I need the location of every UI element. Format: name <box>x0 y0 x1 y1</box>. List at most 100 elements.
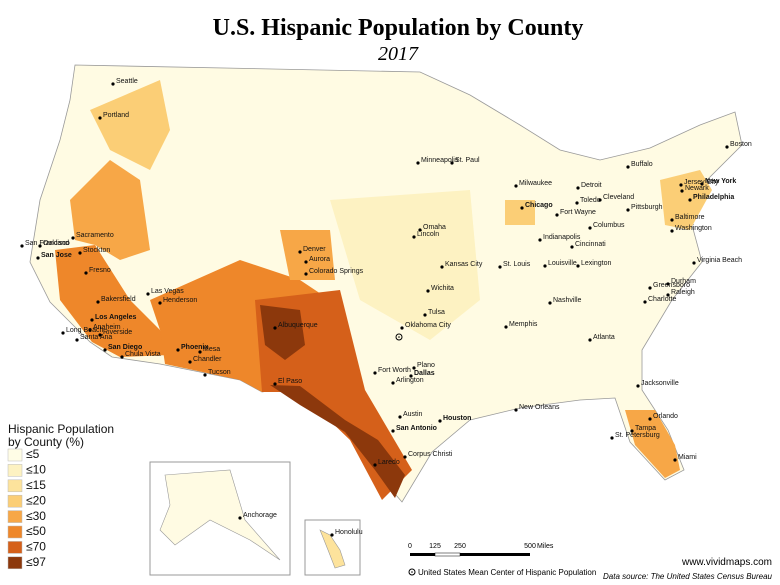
city-label: Henderson <box>163 297 197 304</box>
city-dot <box>450 161 454 165</box>
city-label: Chicago <box>525 202 553 209</box>
city-dot <box>570 245 574 249</box>
city-label: Miami <box>678 454 697 461</box>
city-dot <box>373 463 377 467</box>
city-label: Dallas <box>414 370 435 377</box>
city-label: Colorado Springs <box>309 268 364 275</box>
city-dot <box>111 82 115 86</box>
scale-label: 500 <box>524 543 536 550</box>
region-nm <box>260 305 305 360</box>
city-label: Columbus <box>593 222 625 229</box>
city-label: San Antonio <box>396 425 437 432</box>
city-label: Arlington <box>396 377 424 384</box>
legend: Hispanic Population by County (%) ≤5≤10≤… <box>7 422 114 570</box>
scale-label: 0 <box>408 543 412 550</box>
city-dot <box>688 198 692 202</box>
city-label: Jersey City <box>684 179 719 186</box>
city-dot <box>120 355 124 359</box>
city-dot <box>188 360 192 364</box>
city-dot <box>238 516 242 520</box>
city-label: Long Beach <box>66 327 103 334</box>
city-label: Las Vegas <box>151 288 184 295</box>
city-dot <box>398 415 402 419</box>
city-dot <box>504 325 508 329</box>
region-nw <box>90 80 170 170</box>
region-chicago <box>505 200 535 225</box>
mean-center <box>395 333 403 341</box>
city-label: Minneapolis <box>421 157 459 164</box>
region-pacific <box>70 160 150 260</box>
city-dot <box>373 371 377 375</box>
city-label: Fort Wayne <box>560 209 596 216</box>
scale-segment <box>460 553 530 556</box>
alaska <box>159 469 281 561</box>
city-label: Anaheim <box>93 324 121 331</box>
city-dot <box>514 408 518 412</box>
city-label: Stockton <box>83 247 110 254</box>
city-label: Los Angeles <box>95 314 136 321</box>
city-dot <box>20 244 24 248</box>
legend-label: ≤10 <box>26 463 46 477</box>
city-dot <box>576 264 580 268</box>
website: www.vividmaps.com <box>681 557 772 568</box>
city-label: Denver <box>303 246 326 253</box>
city-label: St. Petersburg <box>615 432 660 439</box>
city-dot <box>648 286 652 290</box>
city-label: Houston <box>443 415 471 422</box>
city-dot <box>38 244 42 248</box>
city-dot <box>680 189 684 193</box>
city-label: Orlando <box>653 413 678 420</box>
city-dot <box>692 261 696 265</box>
city-label: Phoenix <box>181 344 208 351</box>
city-dot <box>403 455 407 459</box>
city-dot <box>575 201 579 205</box>
legend-swatch <box>7 448 23 462</box>
city-dot <box>36 256 40 260</box>
region-northeast <box>660 170 712 230</box>
city-dot <box>75 338 79 342</box>
city-dot <box>98 333 102 337</box>
scale-segment <box>434 552 461 557</box>
city-label: Newark <box>685 185 709 192</box>
legend-swatch <box>7 464 23 477</box>
city-dot <box>423 313 427 317</box>
city-dot <box>103 348 107 352</box>
city-label: Wichita <box>431 285 454 292</box>
city-label: Cleveland <box>603 194 634 201</box>
city-label: San Jose <box>41 252 72 259</box>
region-calif <box>55 245 170 357</box>
city-label: New York <box>705 178 736 185</box>
mean-center-icon <box>411 571 413 573</box>
mean-center <box>398 336 400 338</box>
city-label: Memphis <box>509 321 538 328</box>
city-label: Jacksonville <box>641 380 679 387</box>
city-label: Chandler <box>193 356 222 363</box>
city-label: Portland <box>103 112 129 119</box>
city-label: Toledo <box>580 197 601 204</box>
city-dot <box>298 250 302 254</box>
city-label: Durham <box>671 278 696 285</box>
city-label: Charlotte <box>648 296 677 303</box>
city-label: Milwaukee <box>519 180 552 187</box>
city-label: Greensboro <box>653 282 690 289</box>
city-dot <box>588 226 592 230</box>
city-label: Tulsa <box>428 309 445 316</box>
city-dot <box>636 384 640 388</box>
city-dot <box>426 289 430 293</box>
city-dot <box>514 184 518 188</box>
city-dot <box>61 331 65 335</box>
city-label: Mesa <box>203 346 220 353</box>
city-dot <box>543 264 547 268</box>
city-label: Santa Ana <box>80 334 112 341</box>
city-dot <box>648 417 652 421</box>
city-dot <box>700 182 704 186</box>
legend-swatch <box>7 541 23 554</box>
city-dot <box>438 419 442 423</box>
mainland <box>29 64 743 503</box>
city-label: Lexington <box>581 260 611 267</box>
city-label: Louisville <box>548 260 577 267</box>
city-dot <box>304 272 308 276</box>
city-label: Tampa <box>635 425 656 432</box>
city-dot <box>273 326 277 330</box>
city-dot <box>78 251 82 255</box>
